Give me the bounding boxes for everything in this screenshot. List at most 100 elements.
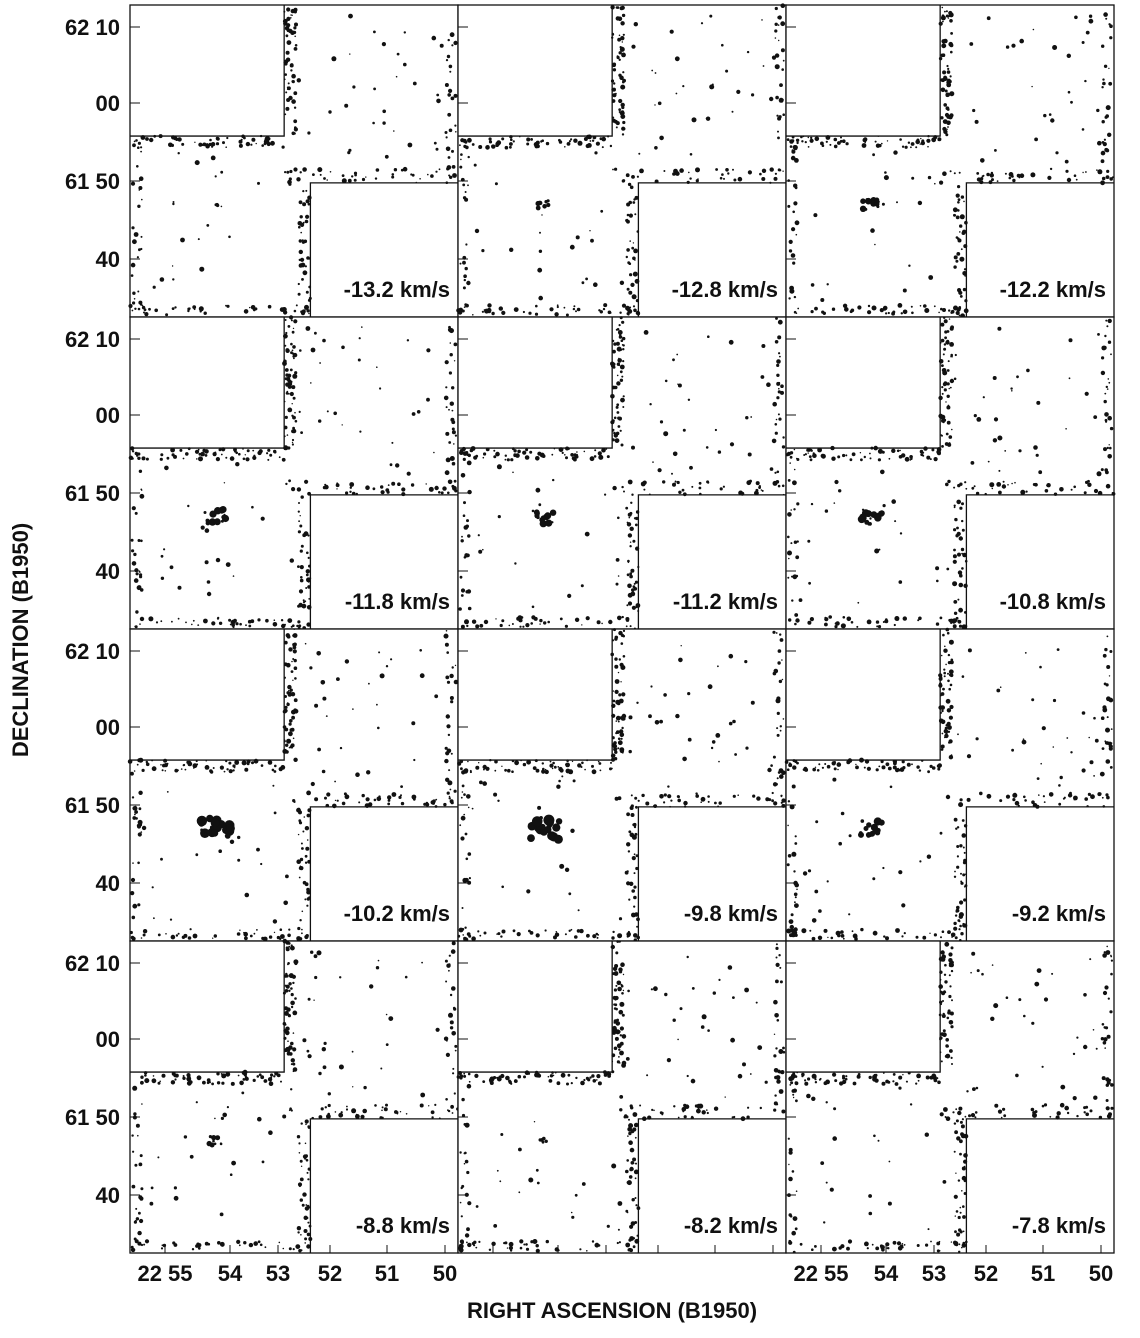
noise-speck xyxy=(238,453,241,456)
noise-speck xyxy=(1106,1084,1109,1087)
noise-speck xyxy=(691,1079,696,1084)
noise-speck xyxy=(448,39,450,41)
noise-speck xyxy=(834,502,836,504)
noise-speck xyxy=(142,769,145,772)
noise-speck xyxy=(448,441,451,444)
noise-speck xyxy=(497,932,500,935)
noise-speck xyxy=(578,909,580,911)
noise-speck xyxy=(788,297,790,299)
panel-label: -12.2 km/s xyxy=(1000,277,1106,302)
noise-speck xyxy=(411,483,414,486)
noise-speck xyxy=(988,461,990,463)
noise-speck xyxy=(1110,973,1113,976)
noise-speck xyxy=(176,934,178,936)
noise-speck xyxy=(143,929,147,933)
noise-speck xyxy=(953,922,956,925)
noise-speck xyxy=(926,139,930,143)
noise-speck xyxy=(607,455,610,458)
noise-speck xyxy=(1031,1108,1035,1112)
noise-speck xyxy=(941,445,944,448)
noise-speck xyxy=(1101,151,1106,156)
noise-speck xyxy=(195,160,200,165)
noise-speck xyxy=(136,1124,140,1128)
noise-speck xyxy=(1011,390,1013,392)
noise-speck xyxy=(787,205,790,208)
noise-speck xyxy=(144,308,147,311)
noise-speck xyxy=(898,1087,901,1090)
noise-speck xyxy=(611,945,615,949)
noise-speck xyxy=(231,1161,236,1166)
noise-speck xyxy=(1107,454,1112,459)
noise-speck xyxy=(198,456,203,461)
noise-speck xyxy=(461,539,464,542)
noise-speck xyxy=(454,360,455,361)
noise-speck xyxy=(244,768,248,772)
noise-speck xyxy=(629,273,632,276)
noise-speck xyxy=(782,113,785,116)
noise-speck xyxy=(783,60,785,62)
noise-speck xyxy=(801,1075,803,1077)
noise-speck xyxy=(664,793,667,796)
noise-speck xyxy=(777,734,780,737)
noise-speck xyxy=(511,770,514,773)
noise-speck xyxy=(618,99,622,103)
noise-speck xyxy=(796,762,799,765)
noise-speck xyxy=(622,348,624,350)
noise-speck xyxy=(788,479,791,482)
noise-speck xyxy=(447,55,450,58)
noise-speck xyxy=(899,138,902,141)
noise-speck xyxy=(884,175,889,180)
noise-speck xyxy=(654,104,655,105)
noise-speck xyxy=(772,402,777,407)
noise-speck xyxy=(174,306,176,308)
noise-speck xyxy=(439,168,441,170)
noise-speck xyxy=(512,760,515,763)
noise-speck xyxy=(140,151,142,153)
noise-speck xyxy=(478,762,479,763)
noise-speck xyxy=(568,448,570,450)
noise-speck xyxy=(940,116,943,119)
noise-speck xyxy=(781,802,783,804)
noise-speck xyxy=(432,799,436,803)
noise-speck xyxy=(1020,490,1025,495)
noise-speck xyxy=(280,1081,282,1083)
noise-speck xyxy=(888,767,892,771)
noise-speck xyxy=(1046,484,1048,486)
noise-speck xyxy=(221,1073,226,1078)
noise-speck xyxy=(788,558,790,560)
noise-speck xyxy=(1067,1112,1069,1114)
noise-speck xyxy=(630,283,634,287)
noise-speck xyxy=(468,807,470,809)
noise-speck xyxy=(617,375,619,377)
noise-speck xyxy=(466,590,469,593)
noise-speck xyxy=(931,448,934,451)
noise-speck xyxy=(629,545,631,547)
noise-speck xyxy=(692,987,695,990)
noise-speck xyxy=(449,65,453,69)
noise-speck xyxy=(633,933,638,938)
noise-speck xyxy=(949,19,953,23)
y-tick-label: 61 50 xyxy=(65,1105,120,1130)
noise-speck xyxy=(508,1080,511,1083)
noise-speck xyxy=(1020,173,1025,178)
noise-speck xyxy=(957,826,959,828)
noise-speck xyxy=(1087,483,1091,487)
noise-speck xyxy=(792,149,794,151)
noise-speck xyxy=(1110,1107,1113,1110)
noise-speck xyxy=(618,108,621,111)
noise-speck xyxy=(434,1104,436,1106)
noise-speck xyxy=(299,866,303,870)
noise-speck xyxy=(1104,412,1109,417)
noise-speck xyxy=(635,606,637,608)
noise-speck xyxy=(773,1054,776,1057)
noise-speck xyxy=(148,308,151,311)
noise-speck xyxy=(387,803,390,806)
noise-speck xyxy=(1002,484,1006,488)
noise-speck xyxy=(280,765,285,770)
noise-speck xyxy=(446,458,451,463)
noise-speck xyxy=(631,588,635,592)
noise-speck xyxy=(279,1242,281,1244)
noise-speck xyxy=(454,790,457,793)
noise-speck xyxy=(794,901,796,903)
noise-speck xyxy=(618,693,621,696)
